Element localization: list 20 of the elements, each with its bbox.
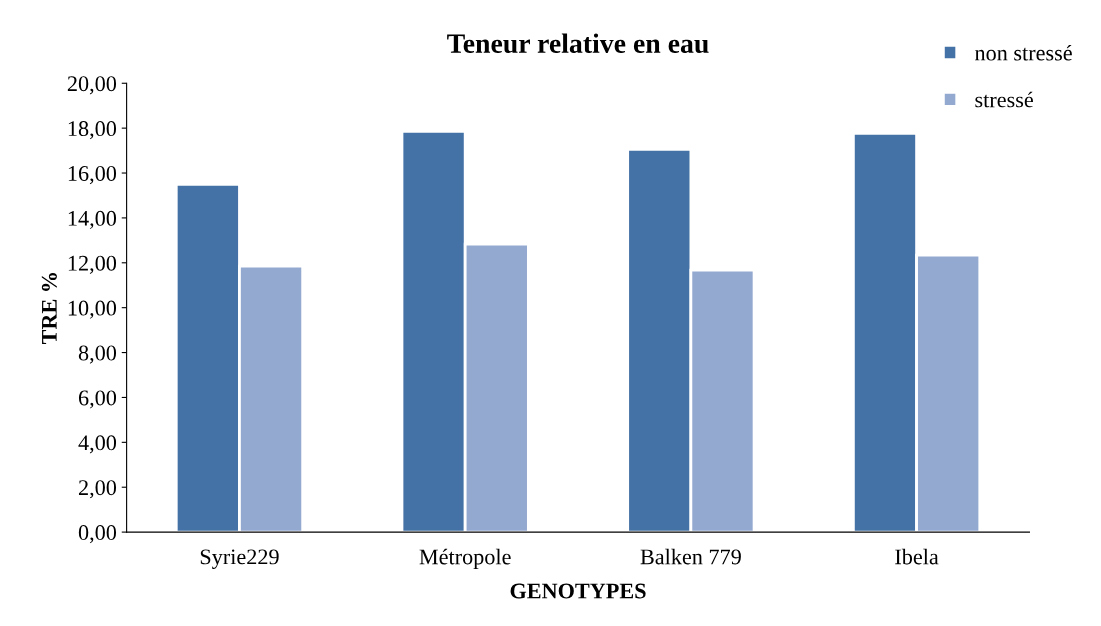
y-tick-label: 8,00 bbox=[78, 345, 117, 364]
y-tick-label: 2,00 bbox=[78, 480, 117, 499]
y-tick-label: 10,00 bbox=[68, 300, 117, 319]
y-tick-label: 16,00 bbox=[68, 165, 117, 185]
y-tick-label: 6,00 bbox=[78, 390, 117, 409]
x-tick-label: Ibela bbox=[895, 548, 939, 565]
x-tick-label: Syrie229 bbox=[200, 549, 279, 569]
y-tick-label: 4,00 bbox=[78, 435, 117, 454]
y-tick-label: 12,00 bbox=[68, 255, 117, 274]
x-axis-title: GENOTYPES bbox=[510, 583, 646, 599]
x-tick-label: Métropole bbox=[419, 548, 511, 569]
y-tick-label: 18,00 bbox=[68, 121, 117, 140]
x-tick-label: Balken 779 bbox=[640, 548, 741, 565]
y-tick-label: 14,00 bbox=[68, 210, 117, 230]
y-axis-title: TRE % bbox=[41, 273, 57, 345]
legend-label: non stressé bbox=[975, 44, 1072, 61]
chart-title: Teneur relative en eau bbox=[447, 33, 709, 54]
legend-label: stressé bbox=[975, 91, 1033, 108]
y-tick-label: 0,00 bbox=[78, 525, 117, 544]
y-tick-label: 20,00 bbox=[67, 76, 117, 95]
